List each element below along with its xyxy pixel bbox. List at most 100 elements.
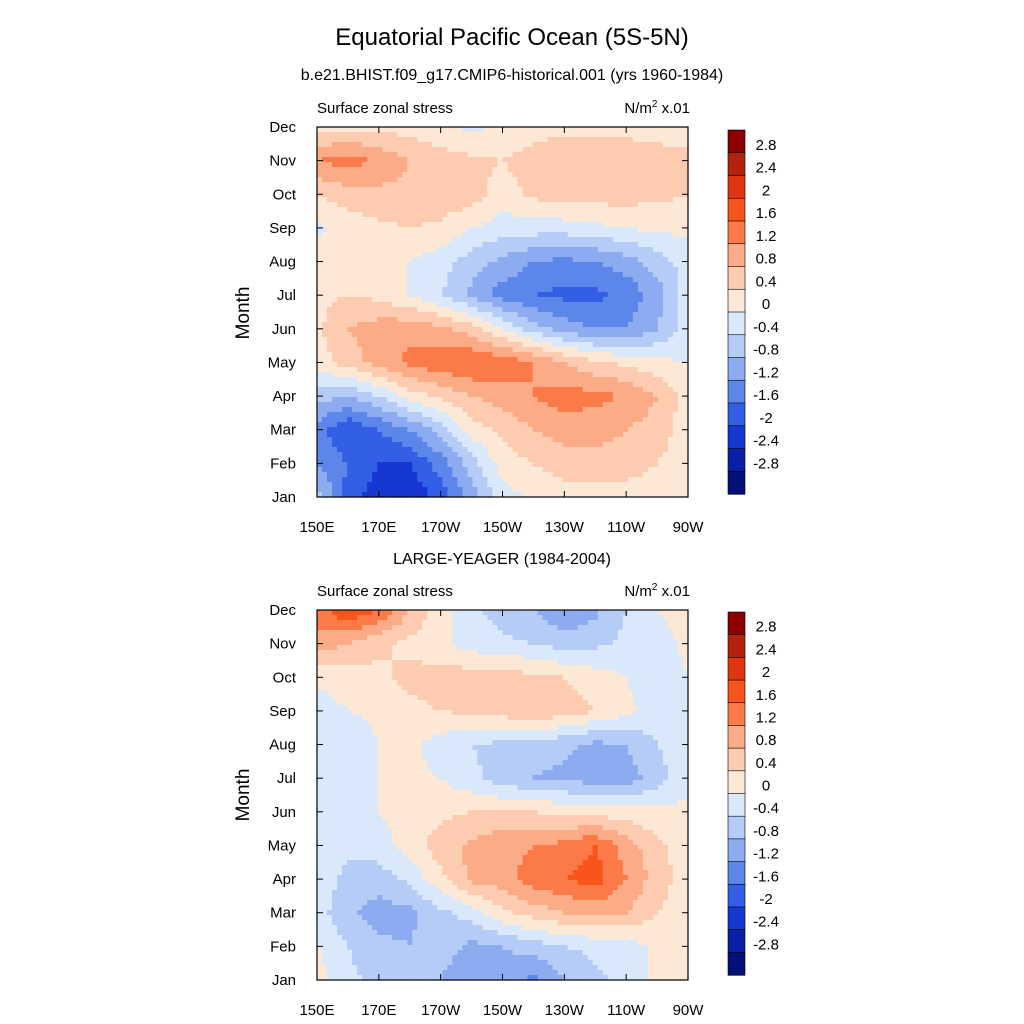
heatmap-cell bbox=[537, 457, 544, 463]
heatmap-cell bbox=[392, 272, 398, 278]
heatmap-cell bbox=[667, 332, 674, 338]
heatmap-cell bbox=[482, 442, 489, 448]
heatmap-cell bbox=[442, 332, 448, 338]
heatmap-cell bbox=[572, 397, 579, 403]
heatmap-cell bbox=[442, 312, 448, 318]
heatmap-cell bbox=[382, 397, 388, 403]
heatmap-cell bbox=[442, 362, 448, 368]
heatmap-cell bbox=[532, 217, 539, 223]
heatmap-cell bbox=[412, 242, 418, 248]
heatmap-cell bbox=[357, 332, 363, 338]
heatmap-cell bbox=[402, 167, 408, 173]
heatmap-cell bbox=[542, 367, 549, 373]
heatmap-cell bbox=[482, 277, 489, 283]
heatmap-cell bbox=[607, 262, 614, 268]
heatmap-cell bbox=[562, 372, 569, 378]
heatmap-cell bbox=[332, 172, 338, 178]
heatmap-cell bbox=[517, 227, 524, 233]
heatmap-cell bbox=[662, 232, 669, 238]
heatmap-cell bbox=[502, 427, 509, 433]
heatmap-cell bbox=[597, 287, 604, 293]
heatmap-cell bbox=[537, 417, 544, 423]
heatmap-cell bbox=[667, 427, 674, 433]
heatmap-cell bbox=[417, 457, 423, 463]
heatmap-cell bbox=[607, 177, 614, 183]
heatmap-cell bbox=[407, 132, 413, 138]
heatmap-cell bbox=[537, 407, 544, 413]
heatmap-cell bbox=[617, 367, 624, 373]
heatmap-cell bbox=[582, 267, 589, 273]
heatmap-cell bbox=[622, 432, 629, 438]
heatmap-cell bbox=[367, 167, 373, 173]
heatmap-cell bbox=[347, 192, 353, 198]
heatmap-cell bbox=[507, 317, 514, 323]
heatmap-cell bbox=[382, 412, 388, 418]
heatmap-cell bbox=[647, 172, 654, 178]
heatmap-cell bbox=[392, 352, 398, 358]
heatmap-cell bbox=[407, 207, 413, 213]
heatmap-cell bbox=[352, 132, 358, 138]
heatmap-cell bbox=[392, 332, 398, 338]
heatmap-cell bbox=[682, 327, 689, 333]
heatmap-cell bbox=[347, 372, 353, 378]
heatmap-cell bbox=[637, 272, 644, 278]
heatmap-cell bbox=[637, 412, 644, 418]
heatmap-cell bbox=[467, 157, 474, 163]
heatmap-cell bbox=[602, 282, 609, 288]
heatmap-cell bbox=[317, 372, 323, 378]
heatmap-cell bbox=[652, 332, 659, 338]
heatmap-cell bbox=[422, 407, 428, 413]
heatmap-cell bbox=[472, 167, 479, 173]
heatmap-cell bbox=[512, 202, 519, 208]
heatmap-cell bbox=[577, 447, 584, 453]
heatmap-cell bbox=[587, 287, 594, 293]
heatmap-cell bbox=[622, 307, 629, 313]
heatmap-cell bbox=[502, 357, 509, 363]
heatmap-cell bbox=[602, 267, 609, 273]
heatmap-cell bbox=[562, 297, 569, 303]
heatmap-cell bbox=[667, 157, 674, 163]
heatmap-cell bbox=[417, 187, 423, 193]
heatmap-cell bbox=[472, 412, 479, 418]
heatmap-cell bbox=[367, 337, 373, 343]
heatmap-cell bbox=[602, 347, 609, 353]
heatmap-cell bbox=[442, 347, 448, 353]
heatmap-cell bbox=[567, 342, 574, 348]
heatmap-cell bbox=[482, 257, 489, 263]
heatmap-cell bbox=[672, 192, 679, 198]
heatmap-cell bbox=[462, 462, 468, 468]
heatmap-cell bbox=[387, 292, 393, 298]
heatmap-cell bbox=[437, 322, 443, 328]
heatmap-cell bbox=[507, 422, 514, 428]
heatmap-cell bbox=[437, 177, 443, 183]
heatmap-cell bbox=[342, 182, 348, 188]
heatmap-cell bbox=[352, 197, 358, 203]
heatmap-cell bbox=[377, 407, 383, 413]
heatmap-cell bbox=[617, 177, 624, 183]
heatmap-cell bbox=[482, 312, 489, 318]
heatmap-cell bbox=[552, 282, 559, 288]
heatmap-cell bbox=[547, 432, 554, 438]
heatmap-cell bbox=[642, 422, 649, 428]
heatmap-cell bbox=[612, 447, 619, 453]
heatmap-cell bbox=[337, 372, 343, 378]
heatmap-cell bbox=[337, 142, 343, 148]
heatmap-cell bbox=[587, 412, 594, 418]
heatmap-cell bbox=[652, 427, 659, 433]
heatmap-cell bbox=[537, 207, 544, 213]
heatmap-cell bbox=[502, 442, 509, 448]
heatmap-cell bbox=[352, 457, 358, 463]
heatmap-cell bbox=[622, 282, 629, 288]
heatmap-cell bbox=[612, 202, 619, 208]
heatmap-cell bbox=[657, 227, 664, 233]
heatmap-cell bbox=[577, 227, 584, 233]
heatmap-cell bbox=[657, 242, 664, 248]
heatmap-cell bbox=[657, 167, 664, 173]
heatmap-cell bbox=[682, 357, 689, 363]
heatmap-cell bbox=[602, 167, 609, 173]
heatmap-cell bbox=[342, 207, 348, 213]
heatmap-cell bbox=[592, 227, 599, 233]
heatmap-cell bbox=[552, 327, 559, 333]
heatmap-cell bbox=[357, 407, 363, 413]
heatmap-cell bbox=[547, 452, 554, 458]
